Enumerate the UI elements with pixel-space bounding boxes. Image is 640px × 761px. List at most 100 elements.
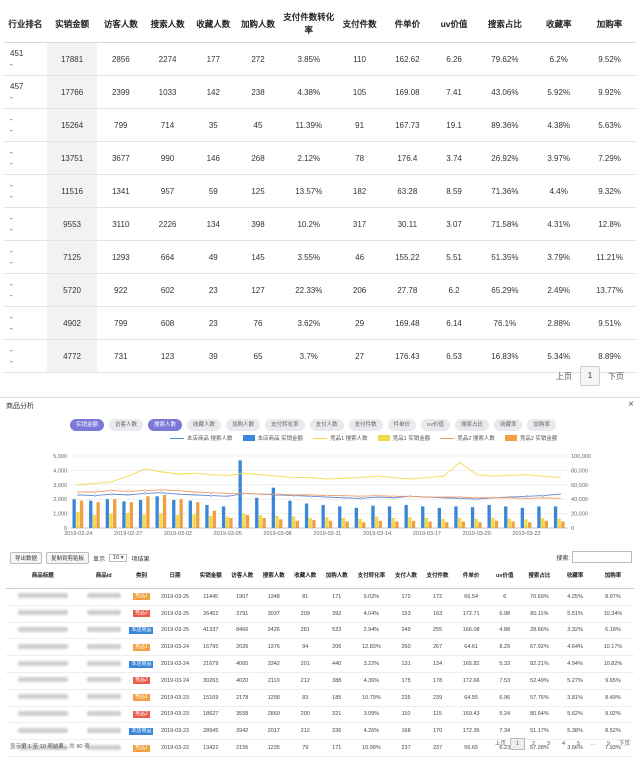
column-header[interactable]: 搜索人数	[258, 564, 290, 589]
column-header[interactable]: 加购率	[591, 564, 634, 589]
metric-tag[interactable]: uv价值	[421, 419, 450, 431]
column-header: 实销金额	[46, 6, 98, 43]
rank-cell: --	[4, 174, 47, 208]
table-cell: 52.49%	[520, 672, 559, 690]
blurred-title	[17, 744, 68, 750]
pager-item[interactable]: …	[590, 741, 597, 747]
metric-tag[interactable]: 加购率	[527, 419, 556, 431]
table-row: - -4772 731 123 39 65 3.7% 27 176.43 6.53 16.83% 5.…	[4, 339, 636, 373]
table-cell: 123	[144, 339, 191, 373]
data-point	[77, 490, 80, 494]
bar	[275, 515, 279, 528]
copy-clipboard-button[interactable]: 复制到剪贴板	[46, 552, 90, 564]
rank-cell: --	[4, 108, 47, 142]
next-page-link[interactable]: 下页	[608, 371, 624, 381]
table-cell: 49	[190, 240, 236, 274]
column-header[interactable]: 访客人数	[226, 564, 258, 589]
pager-item[interactable]: 下页	[618, 741, 630, 747]
column-header: 访客人数	[97, 6, 145, 43]
y-right-tick-label: 60,000	[571, 483, 588, 489]
close-icon[interactable]: ×	[628, 399, 634, 410]
column-header[interactable]: 商品标题	[6, 564, 80, 589]
page-1-button[interactable]: 1	[580, 366, 600, 386]
sales-trend-chart: 0 1,000 2,000 3,000 4,000 5,000 0 20,000 40,000 6…	[53, 454, 591, 537]
column-header[interactable]: 支付件数	[421, 564, 454, 589]
table-cell: 竞品2	[127, 706, 156, 724]
column-header[interactable]: 支付人数	[390, 564, 422, 589]
metric-tag[interactable]: 实销金额	[70, 419, 105, 431]
metric-tag[interactable]: 访客人数	[109, 419, 144, 431]
rank-cell: --	[4, 339, 47, 373]
table-cell: 168	[390, 722, 422, 741]
column-header[interactable]: 商品id	[79, 564, 128, 589]
blurred-title	[17, 660, 68, 666]
metric-tag[interactable]: 搜索人数	[148, 419, 183, 431]
column-header[interactable]: 件单价	[453, 564, 489, 589]
category-badge: 竞品2	[133, 610, 150, 618]
page-size-select[interactable]: 10 ▾	[109, 554, 128, 562]
table-cell: 170	[421, 722, 454, 741]
table-cell: 2856	[97, 42, 145, 76]
pager-item[interactable]: 上页	[494, 741, 506, 747]
data-point	[143, 467, 146, 471]
table-cell: 18627	[195, 706, 227, 724]
column-header[interactable]: 加购人数	[321, 564, 353, 589]
rank-line: -	[10, 324, 13, 333]
data-point	[342, 494, 346, 497]
bar	[441, 518, 445, 528]
column-header[interactable]: 收藏人数	[289, 564, 321, 589]
metric-tag[interactable]: 件单价	[387, 419, 417, 431]
table-cell	[79, 588, 128, 606]
bar	[470, 507, 475, 528]
pager-item[interactable]: 9	[606, 741, 611, 747]
table-row: 竞品2 2019-03-24 30263 4020 2110 212 388 4.36% 175…	[6, 672, 634, 690]
metric-tag[interactable]: 搜索占比	[454, 419, 489, 431]
legend-item[interactable]: 本店商品 实销金额	[242, 434, 303, 442]
column-header[interactable]: 类别	[127, 564, 156, 589]
search-input[interactable]	[572, 551, 632, 563]
prev-page-link[interactable]: 上页	[556, 371, 572, 381]
legend-item[interactable]: 竞品1 实销金额	[377, 434, 430, 442]
export-data-button[interactable]: 导出数据	[10, 552, 43, 564]
column-header[interactable]: 支付转化率	[352, 564, 391, 589]
table-row: - -7125 1293 664 49 145 3.55% 46 155.22 5.51 51.35…	[4, 240, 636, 274]
table-cell: 8466	[226, 622, 258, 640]
table-cell: 8.29	[489, 638, 521, 657]
table-cell: 11445	[195, 588, 227, 606]
pager-item[interactable]: 4	[561, 741, 566, 747]
series-line	[78, 492, 560, 500]
pager-item[interactable]: 2	[531, 741, 536, 747]
data-point	[458, 495, 462, 499]
bar	[138, 499, 143, 528]
legend-item[interactable]: 竞品2 搜索人数	[440, 434, 495, 442]
table-controls: 导出数据 复制到剪贴板 显示 10 ▾ 项结果	[10, 552, 149, 564]
bar	[125, 512, 130, 528]
metric-tag[interactable]: 收藏人数	[187, 419, 222, 431]
metric-tag[interactable]: 收藏率	[493, 419, 523, 431]
column-header[interactable]: 搜索占比	[520, 564, 559, 589]
column-header[interactable]: 日期	[155, 564, 195, 589]
bar	[387, 506, 392, 528]
rank-cell: --	[4, 306, 47, 340]
legend-item[interactable]: 竞品1 搜索人数	[313, 434, 368, 442]
metric-tag[interactable]: 加购人数	[226, 419, 261, 431]
pager-item[interactable]: 3	[546, 741, 551, 747]
table-cell: 竞品1	[127, 739, 156, 757]
table-cell: 336	[321, 722, 353, 741]
table-row: - -5720 922 602 23 127 22.33% 206 27.78 6.2 65.29%…	[4, 273, 636, 307]
table-cell: 255	[421, 622, 454, 640]
data-point	[176, 472, 180, 476]
legend-item[interactable]: 本店商品 搜索人数	[170, 434, 233, 442]
pager-item[interactable]: 5	[576, 741, 581, 747]
column-header[interactable]: 实销金额	[195, 564, 227, 589]
column-header[interactable]: 收藏率	[558, 564, 592, 589]
pager-item[interactable]: 1	[509, 738, 525, 750]
column-header[interactable]: uv价值	[489, 564, 521, 589]
table-cell: 7.29%	[583, 141, 636, 175]
table-cell: 7125	[46, 240, 98, 274]
legend-item[interactable]: 竞品2 实销金额	[504, 434, 557, 442]
metric-tag[interactable]: 支付转化率	[265, 419, 305, 431]
data-point	[226, 492, 229, 495]
metric-tag[interactable]: 支付件数	[348, 419, 383, 431]
metric-tag[interactable]: 支付人数	[309, 419, 344, 431]
